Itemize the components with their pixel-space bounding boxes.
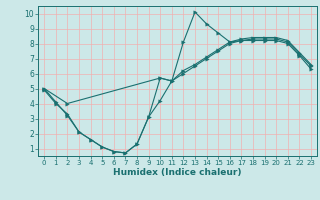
- X-axis label: Humidex (Indice chaleur): Humidex (Indice chaleur): [113, 168, 242, 177]
